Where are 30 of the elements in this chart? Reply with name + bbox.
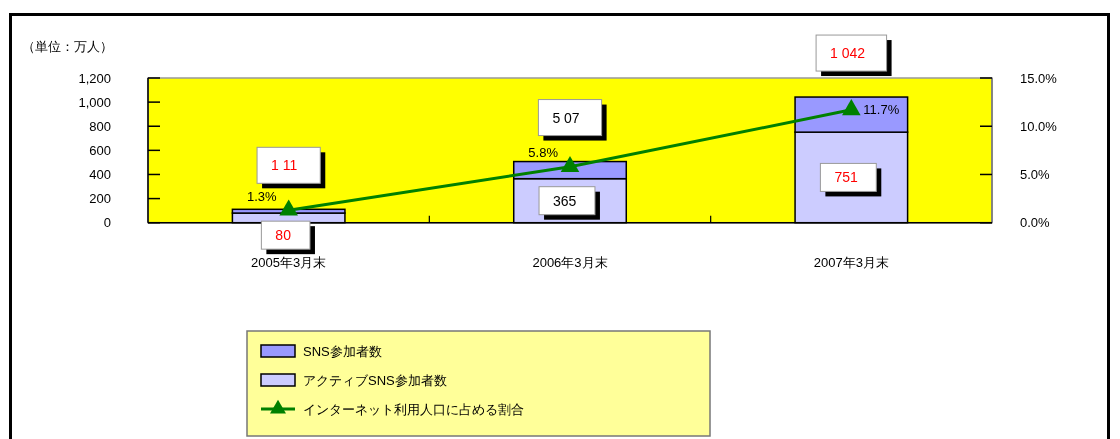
point: [279, 199, 298, 216]
point: [560, 156, 580, 173]
y2-tick-label: 0.0%: [1020, 215, 1051, 231]
point: [842, 99, 861, 116]
x-tick-label: 2005年3月末: [251, 254, 327, 270]
total-label: 1 11: [271, 157, 298, 174]
x-tick-label: 2006年3月末: [532, 254, 608, 270]
y-tick-label: 1,000: [78, 94, 111, 110]
legend-label: アクティブSNS参加者数: [303, 372, 447, 388]
x-tick-label: 2007年3月末: [813, 254, 889, 270]
total-label: 5 07: [552, 109, 580, 126]
data-label: 80: [275, 227, 292, 244]
data-label: 5.8%: [528, 145, 559, 161]
y2-tick-label: 10.0%: [1020, 118, 1058, 134]
y2-tick-label: 5.0%: [1020, 166, 1051, 182]
data-label: 751: [834, 169, 858, 186]
y-tick-label: 1,200: [78, 70, 111, 86]
total-label: 1 042: [830, 45, 866, 62]
y-tick-label: 600: [89, 142, 111, 158]
y-tick-label: 0: [103, 215, 111, 231]
legend-label: インターネット利用人口に占める割合: [303, 401, 524, 417]
y-tick-label: 800: [89, 118, 111, 134]
y-tick-label: 200: [89, 191, 111, 207]
legend-label: SNS参加者数: [303, 343, 382, 359]
data-label: 1.3%: [247, 188, 278, 204]
y2-tick-label: 15.0%: [1020, 70, 1058, 86]
data-label: 11.7%: [863, 102, 900, 118]
data-label: 365: [553, 192, 577, 209]
y-axis-title: （単位：万人）: [22, 38, 113, 54]
y-tick-label: 400: [89, 166, 111, 182]
